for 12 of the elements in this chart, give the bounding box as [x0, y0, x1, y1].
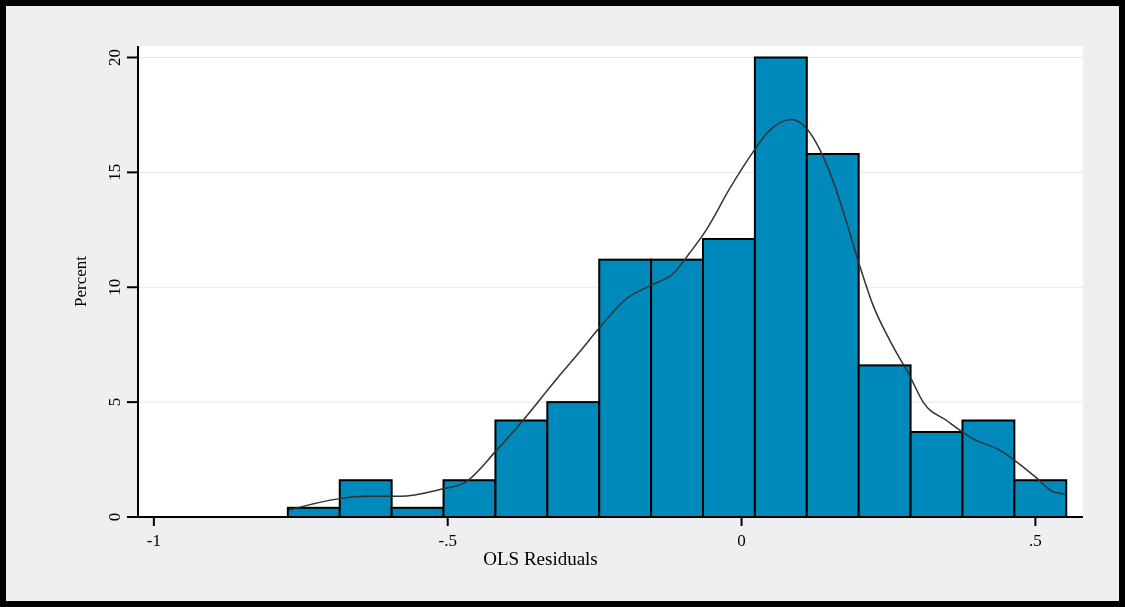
y-tick-label: 20 [105, 48, 124, 66]
y-tick-label: 10 [105, 278, 124, 296]
x-tick-label: -.5 [438, 531, 457, 550]
x-tick-label: 0 [737, 531, 746, 550]
y-tick-label: 0 [105, 512, 124, 522]
y-tick-label: 15 [105, 163, 124, 181]
y-tick-label: 5 [105, 397, 124, 407]
line-series [288, 118, 1066, 511]
x-tick-label: .5 [1029, 531, 1042, 550]
x-tick-label: -1 [146, 531, 161, 550]
y-axis-title: Percent [71, 255, 90, 307]
x-axis-title: OLS Residuals [483, 548, 598, 569]
